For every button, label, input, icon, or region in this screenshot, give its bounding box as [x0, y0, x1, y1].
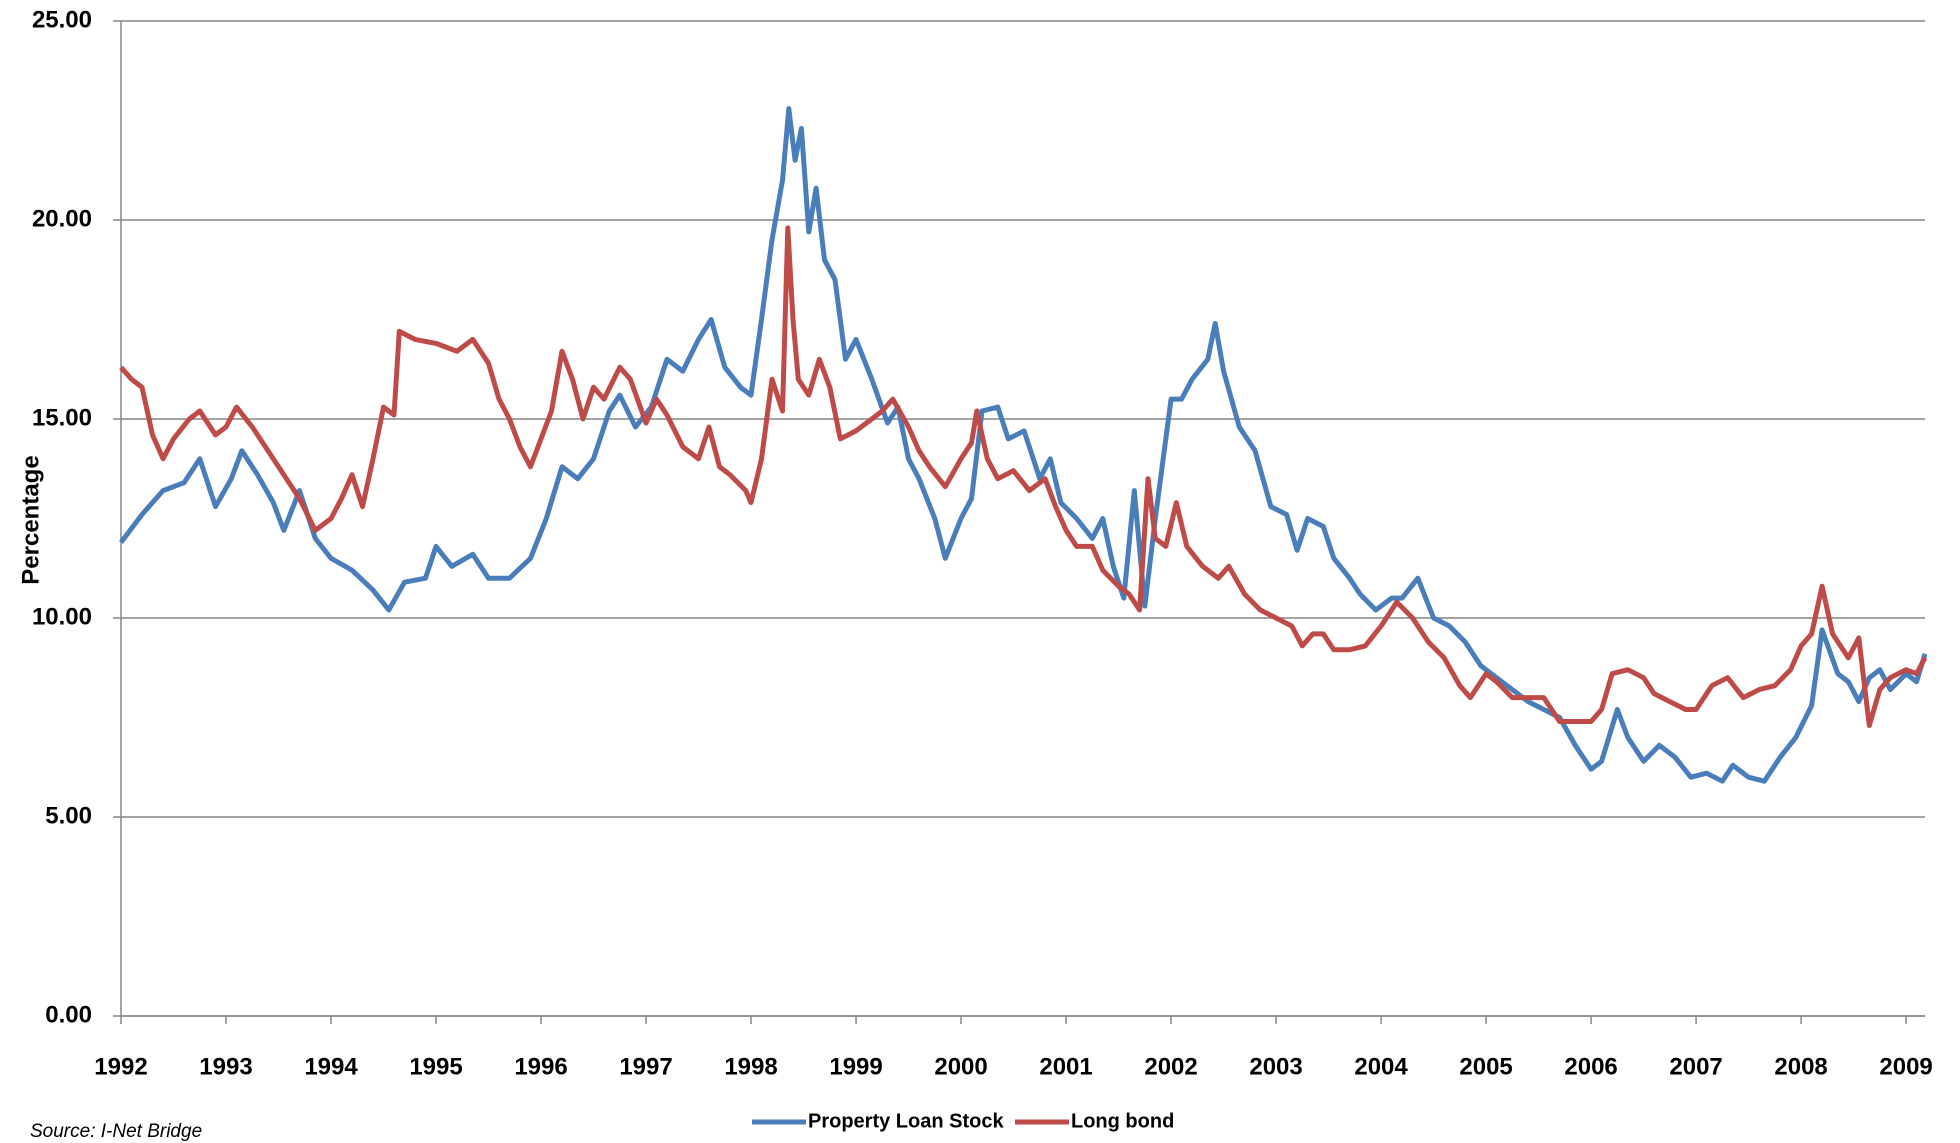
x-tick-label: 1992	[94, 1053, 147, 1080]
x-tick-label: 2007	[1669, 1053, 1722, 1080]
y-tick-label: 25.00	[32, 6, 92, 33]
x-tick-label: 1999	[829, 1053, 882, 1080]
x-tick-label: 2009	[1879, 1053, 1932, 1080]
x-tick-label: 2001	[1039, 1053, 1092, 1080]
x-tick-label: 1998	[724, 1053, 777, 1080]
y-tick-label: 15.00	[32, 404, 92, 431]
x-tick-label: 2006	[1564, 1053, 1617, 1080]
x-tick-label: 2008	[1774, 1053, 1827, 1080]
x-tick-label: 1994	[304, 1053, 358, 1080]
x-tick-label: 1997	[619, 1053, 672, 1080]
x-tick-label: 1995	[409, 1053, 462, 1080]
series-line	[119, 106, 1928, 784]
x-tick-label: 1996	[514, 1053, 567, 1080]
y-tick-label: 20.00	[32, 205, 92, 232]
x-tick-label: 2004	[1354, 1053, 1408, 1080]
y-axis-title: Percentage	[17, 455, 44, 584]
x-tick-label: 2005	[1459, 1053, 1512, 1080]
y-tick-label: 5.00	[45, 802, 92, 829]
x-tick-label: 2003	[1249, 1053, 1302, 1080]
x-tick-label: 1993	[199, 1053, 252, 1080]
y-tick-label: 0.00	[45, 1001, 92, 1028]
series-line	[119, 225, 1928, 728]
legend-label: Property Loan Stock	[808, 1110, 1004, 1132]
x-tick-label: 2002	[1144, 1053, 1197, 1080]
y-tick-label: 10.00	[32, 603, 92, 630]
source-note: Source: I-Net Bridge	[30, 1121, 202, 1142]
legend-label: Long bond	[1071, 1110, 1174, 1132]
x-tick-label: 2000	[934, 1053, 987, 1080]
